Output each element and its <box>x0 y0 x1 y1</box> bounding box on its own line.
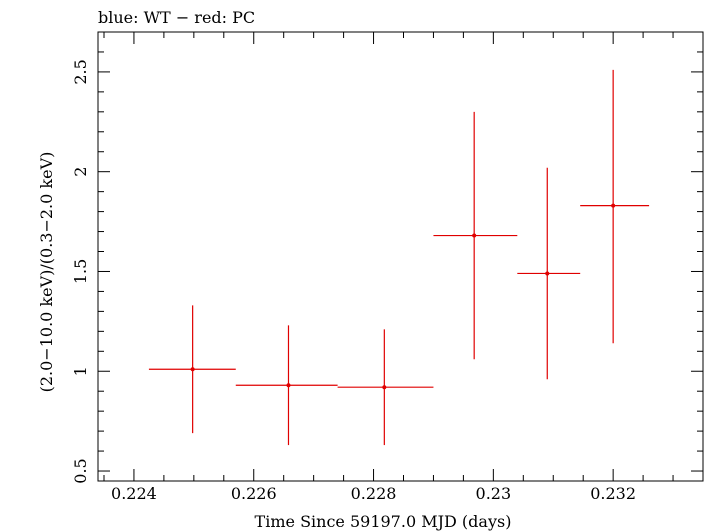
data-marker <box>472 233 477 238</box>
data-point <box>235 325 338 446</box>
plot-frame <box>97 31 704 482</box>
x-tick-label: 0.228 <box>351 484 397 503</box>
axis-ticks <box>98 31 704 481</box>
x-tick-label: 0.23 <box>476 484 512 503</box>
y-tick-label: 1 <box>71 366 90 376</box>
x-tick-label: 0.232 <box>590 484 636 503</box>
x-axis-label: Time Since 59197.0 MJD (days) <box>255 512 512 531</box>
data-marker <box>611 203 616 208</box>
x-tick-label: 0.226 <box>231 484 277 503</box>
data-marker <box>545 271 550 276</box>
data-marker <box>382 385 387 390</box>
tick-labels: 0.224 0.226 0.228 0.23 0.232 0.5 1 1.5 2 2.5 <box>71 59 636 503</box>
y-tick-label: 1.5 <box>71 259 90 284</box>
y-tick-label: 2 <box>71 167 90 177</box>
data-point <box>580 69 650 344</box>
data-point <box>433 111 518 360</box>
chart-title: blue: WT − red: PC <box>98 8 255 27</box>
data-marker <box>190 367 195 372</box>
data-point <box>148 305 236 434</box>
y-tick-label: 0.5 <box>71 458 90 483</box>
data-points <box>148 69 650 446</box>
x-tick-label: 0.224 <box>111 484 157 503</box>
data-point <box>517 167 581 380</box>
data-marker <box>286 383 291 388</box>
y-tick-label: 2.5 <box>71 59 90 84</box>
y-axis-label: (2.0−10.0 keV)/(0.3−2.0 keV) <box>37 152 56 393</box>
data-point <box>337 329 434 446</box>
